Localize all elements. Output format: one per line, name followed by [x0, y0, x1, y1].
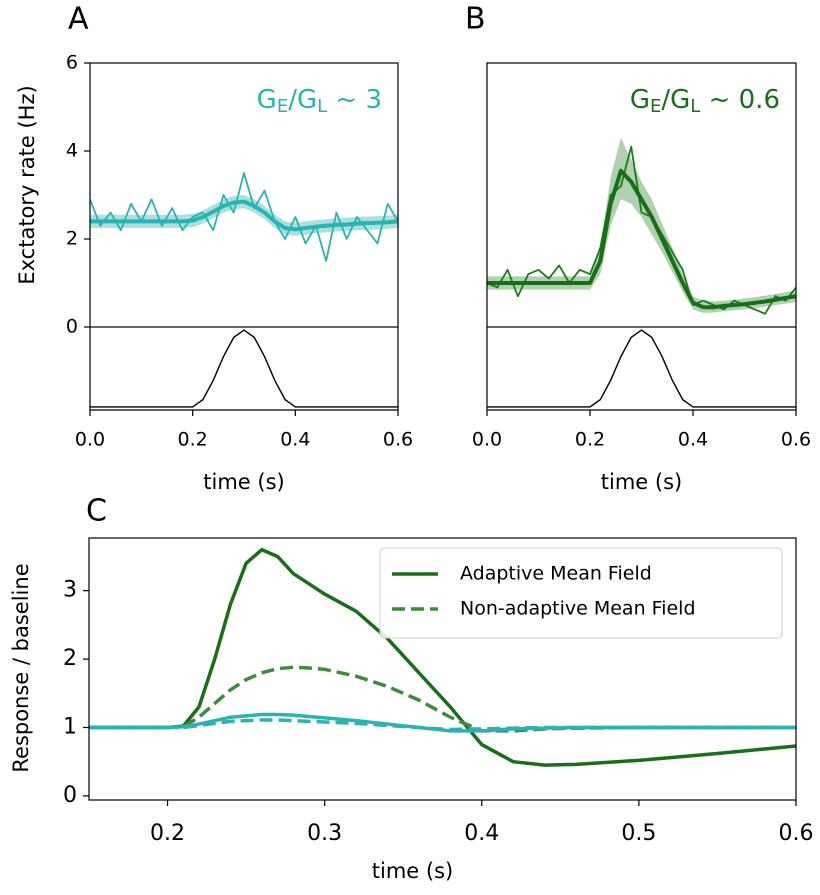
x-tick-label: 0.5	[621, 821, 656, 846]
annotation: GE/GL ~ 0.6	[630, 85, 780, 118]
x-tick-label: 0.0	[75, 429, 105, 451]
annotation-part: E	[277, 96, 288, 117]
y-tick-label: 3	[63, 578, 77, 603]
annotation-part: /G	[661, 85, 690, 115]
panel-label: A	[68, 2, 89, 37]
y-tick-label: 1	[63, 714, 77, 739]
annotation-part: G	[630, 85, 650, 115]
y-tick-label: 2	[63, 646, 77, 671]
x-axis-label: time (s)	[372, 859, 453, 883]
legend-label: Adaptive Mean Field	[460, 563, 652, 585]
x-tick-label: 0.6	[781, 429, 811, 451]
y-tick-label: 6	[66, 52, 78, 74]
plot-frame	[486, 62, 797, 328]
stimulus-frame	[486, 327, 797, 411]
annotation-part: G	[257, 85, 277, 115]
x-tick-label: 0.6	[383, 429, 413, 451]
annotation-part: ~ 0.6	[700, 85, 780, 115]
x-tick-label: 0.4	[678, 429, 708, 451]
x-axis-label: time (s)	[203, 470, 284, 494]
legend-box	[379, 547, 783, 639]
x-tick-label: 0.2	[150, 821, 185, 846]
mean-trace	[487, 168, 797, 310]
x-tick-label: 0.2	[178, 429, 208, 451]
annotation-part: ~ 3	[327, 85, 382, 115]
error-band	[487, 137, 796, 313]
annotation: GE/GL ~ 3	[257, 85, 382, 118]
y-tick-label: 0	[63, 783, 77, 808]
annotation-part: /G	[288, 85, 317, 115]
response-line	[89, 712, 796, 733]
y-tick-label: 4	[66, 140, 78, 162]
response-line	[89, 547, 797, 767]
plot-frame	[89, 62, 399, 328]
y-axis-label: Response / baseline	[9, 563, 33, 772]
x-tick-label: 0.3	[307, 821, 342, 846]
y-axis-label: Exctatory rate (Hz)	[15, 85, 39, 284]
annotation-part: L	[317, 96, 327, 117]
x-tick-label: 0.2	[575, 429, 605, 451]
annotation-part: L	[690, 96, 700, 117]
legend-label: Non-adaptive Mean Field	[460, 598, 696, 620]
y-tick-label: 2	[66, 228, 78, 250]
x-tick-label: 0.4	[464, 821, 499, 846]
panel-label: B	[465, 2, 486, 37]
annotation-part: E	[650, 96, 661, 117]
panel-label: C	[86, 494, 107, 529]
x-tick-label: 0.0	[472, 429, 502, 451]
stimulus-frame	[89, 327, 399, 411]
x-axis-label: time (s)	[601, 470, 682, 494]
stimulus-trace	[90, 329, 398, 408]
y-tick-label: 0	[66, 316, 78, 338]
stimulus-trace	[487, 329, 796, 408]
mean-trace	[90, 199, 399, 232]
x-tick-label: 0.6	[779, 821, 814, 846]
plot-frame	[88, 537, 797, 801]
x-tick-label: 0.4	[280, 429, 310, 451]
